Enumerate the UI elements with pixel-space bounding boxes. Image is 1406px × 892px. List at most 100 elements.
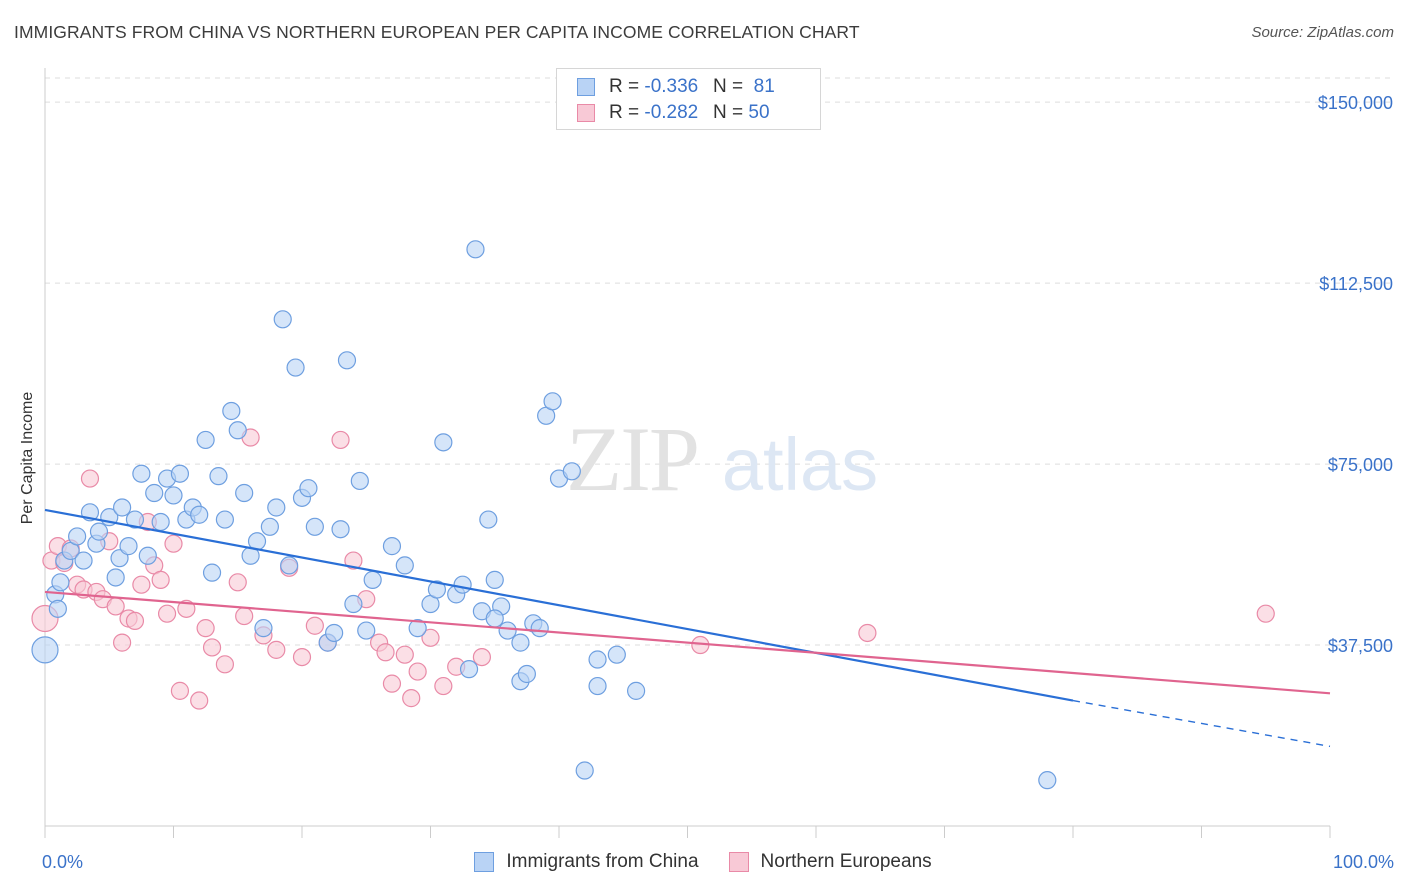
china-point-37 — [260, 517, 279, 536]
china-point-60 — [459, 660, 479, 679]
correlation-legend: R = -0.336 N = 81 R = -0.282 N = 50 — [556, 68, 821, 130]
china-point-48 — [337, 351, 357, 370]
china-point-72 — [575, 761, 594, 780]
china-point-55 — [408, 619, 427, 638]
northern-europeans-point-28 — [235, 606, 254, 626]
northern-europeans-point-40 — [382, 674, 402, 693]
china-point-67 — [530, 619, 549, 638]
china-point-12 — [106, 568, 125, 587]
x-tick-label-min: 0.0% — [42, 852, 84, 872]
y-tick-label-2: $112,500 — [1319, 274, 1393, 294]
n-label: N = — [713, 102, 749, 123]
china-point-44 — [305, 517, 324, 536]
china-point-27 — [196, 430, 215, 450]
northern-europeans-point-49 — [1256, 604, 1275, 623]
northern-europeans-point-27 — [228, 573, 247, 592]
china-point-82 — [1038, 771, 1057, 790]
northern-europeans-point-48 — [858, 623, 877, 643]
china-point-33 — [235, 483, 254, 503]
northern-europeans-point-15 — [132, 575, 151, 594]
legend-row-china: R = -0.336 N = 81 — [577, 75, 775, 99]
y-tick-label-0: $37,500 — [1328, 636, 1393, 656]
r-value-northern-europeans: -0.282 — [644, 102, 699, 123]
trend-line-china-extrapolated — [1072, 699, 1331, 748]
northern-europeans-point-11 — [106, 597, 125, 616]
china-point-38 — [267, 498, 286, 517]
china-point-53 — [382, 537, 402, 556]
china-point-74 — [466, 240, 485, 259]
china-point-0 — [31, 636, 59, 664]
china-point-80 — [607, 645, 626, 664]
northern-europeans-point-44 — [434, 676, 453, 696]
r-label: R = — [609, 102, 645, 123]
china-point-10 — [89, 522, 109, 541]
china-point-41 — [286, 358, 305, 377]
n-value-china: 81 — [748, 76, 775, 97]
legend-label-china: Immigrants from China — [506, 851, 699, 872]
china-point-62 — [485, 570, 504, 589]
china-point-49 — [344, 594, 363, 614]
legend-item-northern-europeans[interactable]: Northern Europeans — [728, 851, 932, 873]
china-point-32 — [228, 421, 247, 440]
china-point-20 — [151, 512, 170, 532]
china-point-26 — [190, 505, 209, 524]
r-value-china: -0.336 — [644, 76, 699, 97]
china-point-6 — [68, 527, 87, 546]
trend-line-northern-europeans — [44, 590, 1331, 695]
china-point-50 — [350, 471, 369, 491]
x-tick-label-max: 100.0% — [1332, 852, 1394, 872]
n-label: N = — [713, 76, 749, 97]
china-point-75 — [479, 510, 498, 529]
northern-europeans-point-21 — [170, 681, 190, 700]
northern-europeans-point-46 — [472, 647, 491, 667]
china-point-81 — [626, 681, 646, 700]
y-tick-labels: $37,500 $75,000 $112,500 $150,000 — [1318, 93, 1393, 656]
northern-europeans-point-50 — [402, 689, 421, 708]
china-point-13 — [110, 549, 129, 568]
china-point-31 — [222, 401, 241, 421]
china-point-52 — [363, 570, 382, 589]
series-legend: Immigrants from China Northern Europeans — [0, 851, 1406, 873]
china-point-58 — [434, 433, 453, 452]
northern-europeans-point-25 — [202, 638, 222, 657]
northern-europeans-point-23 — [190, 691, 209, 710]
china-point-22 — [164, 486, 183, 505]
watermark-atlas: atlas — [722, 423, 878, 506]
legend-label-northern-europeans: Northern Europeans — [760, 851, 932, 872]
legend-swatch-china — [474, 852, 495, 872]
r-label: R = — [609, 76, 645, 97]
y-tick-label-3: $150,000 — [1318, 93, 1393, 113]
china-point-54 — [395, 556, 414, 575]
china-point-83 — [511, 633, 530, 652]
china-point-17 — [132, 464, 151, 483]
chart-source: Source: ZipAtlas.com — [1251, 24, 1394, 41]
northern-europeans-point-33 — [292, 647, 312, 667]
watermark: ZIP atlas — [566, 408, 878, 510]
axes — [44, 68, 1331, 838]
china-point-79 — [588, 650, 607, 669]
china-point-71 — [453, 575, 472, 594]
china-point-73 — [588, 676, 607, 696]
china-point-16 — [125, 510, 145, 529]
china-point-57 — [427, 580, 447, 599]
china-point-47 — [331, 520, 350, 539]
legend-item-china[interactable]: Immigrants from China — [474, 851, 699, 873]
china-point-28 — [202, 563, 222, 582]
china-point-23 — [170, 464, 190, 483]
china-point-78 — [543, 392, 562, 411]
legend-swatch-northern-europeans — [728, 852, 749, 872]
china-point-39 — [273, 310, 292, 329]
northern-europeans-point-14 — [125, 611, 145, 631]
northern-europeans-point-20 — [164, 534, 183, 553]
china-point-51 — [357, 621, 376, 640]
china-point-2 — [48, 599, 67, 618]
trend-line-china — [44, 508, 1074, 702]
northern-europeans-point-7 — [80, 469, 100, 488]
series-immigrants-from-china — [31, 240, 1057, 790]
china-point-3 — [51, 573, 70, 592]
china-point-76 — [485, 609, 504, 628]
china-point-19 — [145, 483, 164, 503]
northern-europeans-point-42 — [408, 662, 427, 681]
northern-europeans-point-36 — [331, 430, 350, 450]
